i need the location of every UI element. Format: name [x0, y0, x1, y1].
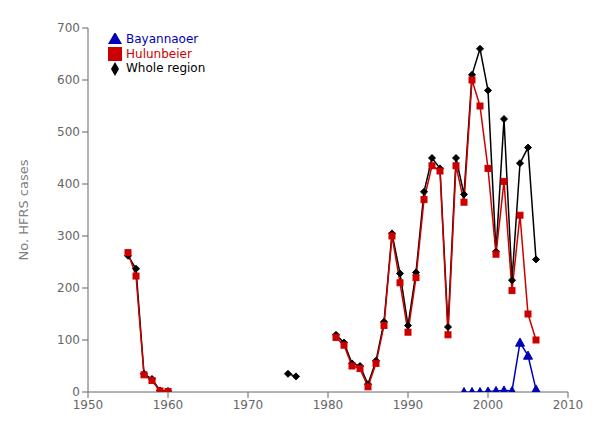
svg-text:100: 100 [57, 333, 80, 347]
svg-text:500: 500 [57, 125, 80, 139]
svg-text:0: 0 [72, 385, 80, 399]
svg-text:700: 700 [57, 21, 80, 35]
svg-text:2000: 2000 [473, 398, 504, 412]
svg-text:200: 200 [57, 281, 80, 295]
svg-text:1970: 1970 [233, 398, 264, 412]
svg-text:1960: 1960 [153, 398, 184, 412]
html-text:Whole region: Whole region [126, 61, 206, 75]
html-text:Bayannaoer: Bayannaoer [126, 32, 199, 46]
svg-text:300: 300 [57, 229, 80, 243]
svg-text:1990: 1990 [393, 398, 424, 412]
svg-text:600: 600 [57, 73, 80, 87]
svg-text:No. HFRS cases: No. HFRS cases [16, 159, 31, 260]
svg-text:1950: 1950 [73, 398, 104, 412]
svg-text:400: 400 [57, 177, 80, 191]
html-text:Hulunbeier: Hulunbeier [126, 46, 192, 61]
svg-text:2010: 2010 [553, 398, 584, 412]
svg-text:1980: 1980 [313, 398, 344, 412]
